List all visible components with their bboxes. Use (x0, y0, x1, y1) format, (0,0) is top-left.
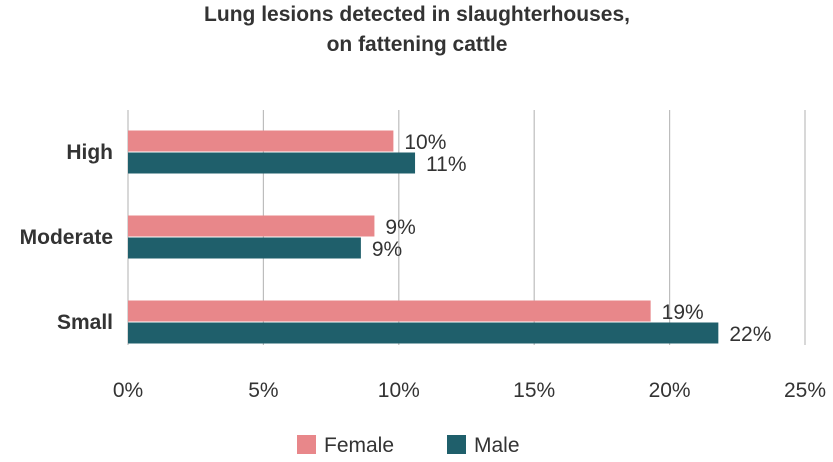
legend: Female Male (297, 434, 520, 457)
bar-female-small (128, 300, 651, 322)
bar-male-small (128, 322, 719, 344)
category-label-high: High (66, 141, 113, 164)
legend-label-male: Male (474, 434, 520, 457)
x-tick-label-5: 25% (784, 379, 826, 402)
category-label-moderate: Moderate (20, 226, 113, 249)
category-label-small: Small (57, 311, 113, 334)
data-label-female-small: 19% (662, 301, 704, 324)
bar-male-high (128, 152, 416, 174)
chart-title-line-1: Lung lesions detected in slaughterhouses… (204, 3, 630, 26)
x-tick-label-4: 20% (649, 379, 691, 402)
x-tick-label-3: 15% (513, 379, 555, 402)
x-tick-label-1: 5% (248, 379, 278, 402)
data-label-male-small: 22% (729, 323, 771, 346)
chart-title-line-2: on fattening cattle (327, 33, 508, 56)
x-axis-tick-labels: 0% 5% 10% 15% 20% 25% (113, 379, 826, 402)
bar-male-moderate (128, 237, 361, 259)
data-label-female-moderate: 9% (385, 216, 415, 239)
bar-female-moderate (128, 215, 375, 237)
data-labels: 10%11% 9%9% 19% 22% (372, 131, 771, 346)
bars (128, 130, 719, 344)
data-label-male-moderate: 9% (372, 238, 402, 261)
x-tick-label-2: 10% (378, 379, 420, 402)
legend-label-female: Female (324, 434, 394, 457)
bar-female-high (128, 130, 394, 152)
category-labels: High Moderate Small (20, 141, 113, 334)
data-label-male-high: 11% (426, 153, 466, 176)
x-tick-label-0: 0% (113, 379, 143, 402)
chart-title: Lung lesions detected in slaughterhouses… (204, 3, 630, 56)
legend-swatch-female (297, 435, 316, 454)
legend-swatch-male (447, 435, 466, 454)
data-label-female-high: 10% (404, 131, 446, 154)
